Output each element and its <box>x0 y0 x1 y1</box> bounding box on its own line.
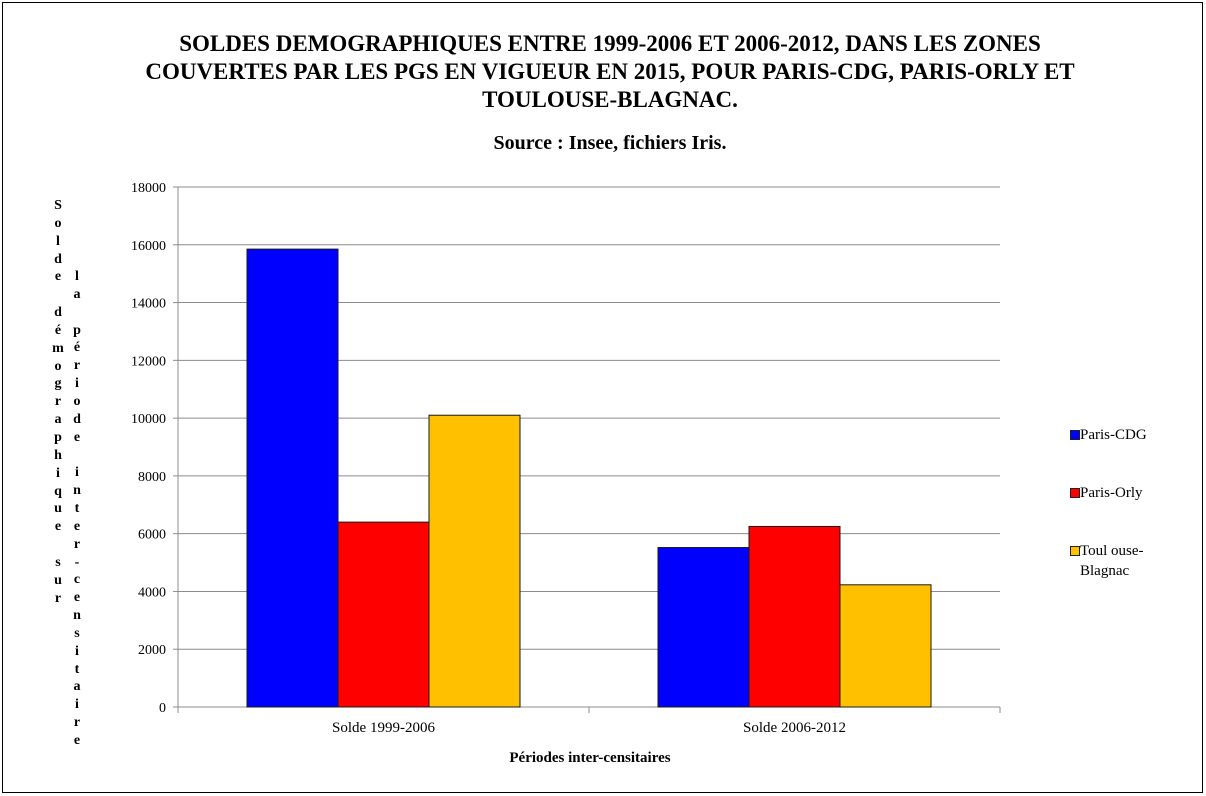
legend-item-toulouse-blagnac: Toul ouse-Blagnac <box>1070 541 1200 599</box>
legend-label-paris-orly: Paris-Orly <box>1080 485 1143 501</box>
y-axis-label-col-2: l a p é r i o d e i n t e r - c e n s i … <box>73 269 81 748</box>
x-category-label-1: Solde 1999-2006 <box>332 720 435 736</box>
y-tick-label-4000: 4000 <box>138 585 166 600</box>
bar-paris-orly-1 <box>337 521 430 708</box>
legend-item-paris-cdg: Paris-CDG <box>1070 425 1200 483</box>
legend-swatch-paris-cdg <box>1070 430 1080 440</box>
legend-item-paris-orly: Paris-Orly <box>1070 483 1200 541</box>
y-tick-label-6000: 6000 <box>138 528 166 543</box>
y-tick-label-16000: 16000 <box>131 239 166 254</box>
y-tick-label-8000: 8000 <box>138 470 166 485</box>
legend-swatch-paris-orly <box>1070 488 1080 498</box>
bar-toulouse-blagnac-2 <box>839 584 932 708</box>
y-tick-label-2000: 2000 <box>138 643 166 658</box>
x-category-label-2: Solde 2006-2012 <box>743 720 846 736</box>
bar-paris-orly-2 <box>748 525 841 708</box>
y-tick-label-18000: 18000 <box>131 181 166 196</box>
legend-label-paris-cdg: Paris-CDG <box>1080 427 1147 443</box>
legend: Paris-CDG Paris-Orly Toul ouse-Blagnac <box>1070 425 1200 599</box>
y-tick-label-14000: 14000 <box>131 297 166 312</box>
x-axis-label: Périodes inter-censitaires <box>509 750 671 766</box>
bar-paris-cdg-1 <box>246 248 339 708</box>
legend-swatch-toulouse-blagnac <box>1070 546 1080 556</box>
y-tick-label-12000: 12000 <box>131 354 166 369</box>
y-tick-label-10000: 10000 <box>131 412 166 427</box>
bar-paris-cdg-2 <box>657 547 750 708</box>
legend-label-toulouse-blagnac: Toul ouse-Blagnac <box>1080 543 1144 579</box>
y-axis-label-col-1: S o l d e d é m o g r a p h i q u e s u … <box>52 198 64 606</box>
bar-toulouse-blagnac-1 <box>428 414 521 708</box>
y-tick-label-0: 0 <box>159 701 166 716</box>
chart-title: SOLDES DEMOGRAPHIQUES ENTRE 1999-2006 ET… <box>145 31 1075 112</box>
chart-subtitle: Source : Insee, fichiers Iris. <box>493 132 727 154</box>
